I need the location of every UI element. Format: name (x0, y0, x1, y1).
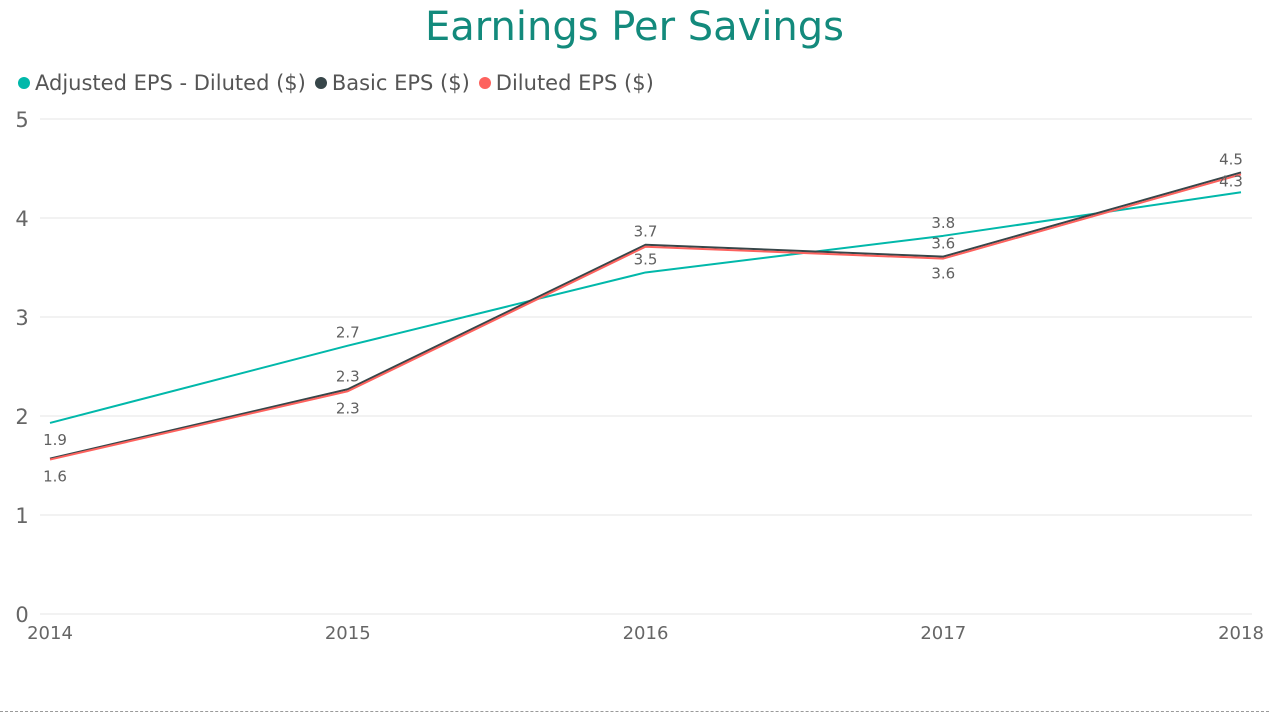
series-line (49, 191, 1242, 424)
data-label: 3.6 (931, 265, 955, 283)
data-point (48, 457, 53, 462)
y-tick-label: 1 (15, 504, 28, 528)
legend-item[interactable]: Adjusted EPS - Diluted ($) (18, 71, 306, 95)
data-label: 3.7 (634, 223, 658, 241)
data-point (345, 389, 350, 394)
y-tick-label: 5 (15, 108, 28, 132)
x-tick-label: 2018 (1218, 623, 1264, 644)
legend-label: Basic EPS ($) (331, 71, 470, 95)
legend-item[interactable]: Diluted EPS ($) (478, 71, 654, 95)
data-label: 4.3 (1219, 172, 1243, 190)
x-tick-label: 2014 (27, 623, 73, 644)
y-tick-label: 4 (15, 207, 28, 231)
legend-marker (478, 77, 491, 89)
x-tick-label: 2015 (325, 623, 371, 644)
data-point (941, 256, 946, 261)
x-tick-label: 2016 (623, 623, 669, 644)
chart-legend: Adjusted EPS - Diluted ($) Basic EPS ($) D… (18, 68, 663, 98)
y-tick-label: 2 (15, 405, 28, 429)
y-tick-label: 0 (15, 603, 28, 627)
data-label: 2.3 (336, 367, 360, 385)
x-tick-label: 2017 (920, 623, 966, 644)
data-point (643, 270, 648, 275)
chart-title: Earnings Per Savings (424, 4, 845, 50)
data-point (643, 244, 648, 249)
data-label: 3.6 (931, 235, 955, 253)
legend-label: Adjusted EPS - Diluted ($) (35, 71, 306, 95)
data-label: 3.5 (634, 250, 658, 268)
data-point (1239, 190, 1244, 195)
data-label: 1.9 (43, 431, 67, 449)
data-label: 2.7 (336, 324, 360, 342)
series-line (49, 171, 1242, 460)
data-label: 2.3 (336, 399, 360, 417)
legend-label: Diluted EPS ($) (495, 71, 654, 95)
data-label: 1.6 (43, 468, 67, 486)
legend-marker (18, 77, 30, 89)
legend-marker (314, 77, 327, 89)
data-label: 4.5 (1219, 150, 1243, 168)
data-point (345, 343, 350, 348)
data-point (48, 420, 53, 425)
data-label: 3.8 (931, 214, 955, 232)
bottom-divider (0, 711, 1269, 712)
y-tick-label: 3 (15, 306, 28, 330)
legend-item[interactable]: Basic EPS ($) (314, 71, 470, 95)
series-line (49, 173, 1242, 461)
